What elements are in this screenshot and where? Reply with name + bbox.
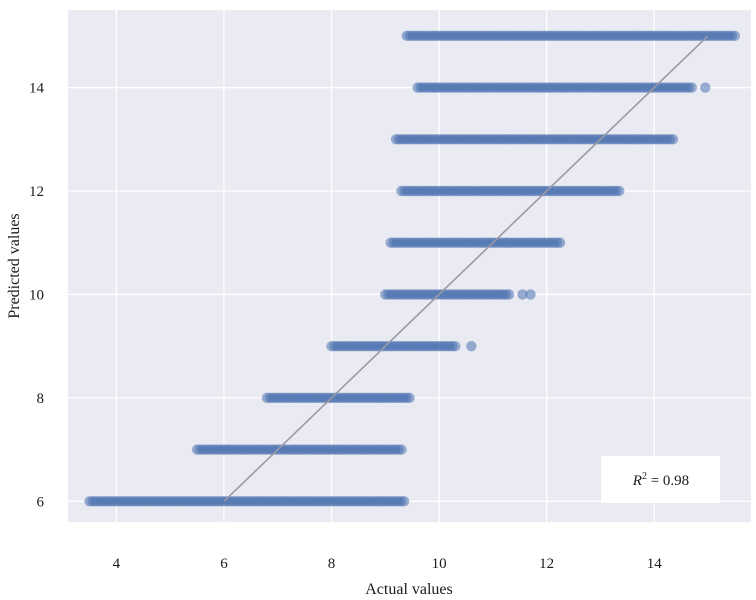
scatter-point	[729, 30, 741, 42]
x-axis-label: Actual values	[365, 581, 453, 598]
r2-annotation-box	[601, 456, 720, 503]
scatter-point	[614, 185, 625, 197]
identity-fit-line	[223, 35, 709, 502]
y-axis-label: Predicted values	[6, 213, 23, 318]
r2-annotation: R2 = 0.98	[601, 456, 720, 503]
scatter-point	[503, 289, 515, 300]
y-tick-label: 14	[29, 81, 45, 97]
scatter-point	[396, 444, 407, 455]
x-tick-label: 4	[113, 556, 121, 572]
x-tick-label: 8	[328, 556, 336, 572]
scatter-point	[525, 289, 536, 300]
scatter-point	[450, 340, 461, 352]
x-tick-label: 6	[220, 556, 228, 572]
x-tick-label: 12	[539, 556, 554, 572]
y-tick-label: 6	[37, 494, 45, 510]
scatter-point	[554, 237, 566, 248]
y-tick-label: 12	[29, 184, 44, 200]
scatter-point	[398, 496, 410, 507]
x-tick-label: 14	[647, 556, 663, 572]
scatter-points	[84, 30, 741, 507]
y-tick-label: 8	[37, 391, 45, 407]
x-tick-labels: 4 6 8 10 12 14	[113, 556, 663, 572]
r2-superscript: 2	[642, 471, 647, 482]
svg-text:R2 = 0.98: R2 = 0.98	[632, 471, 689, 489]
plot-background	[68, 10, 751, 522]
scatter-point	[404, 392, 415, 404]
scatter-point	[667, 134, 679, 145]
scatter-point	[700, 82, 711, 93]
scatter-point	[517, 289, 528, 300]
y-tick-labels: 6 8 10 12 14	[29, 81, 45, 511]
scatter-point	[686, 82, 698, 93]
y-tick-label: 10	[29, 287, 44, 303]
x-tick-label: 10	[432, 556, 447, 572]
scatter-point	[466, 340, 477, 352]
r2-value-text: = 0.98	[647, 473, 689, 489]
r2-symbol: R	[632, 473, 642, 489]
